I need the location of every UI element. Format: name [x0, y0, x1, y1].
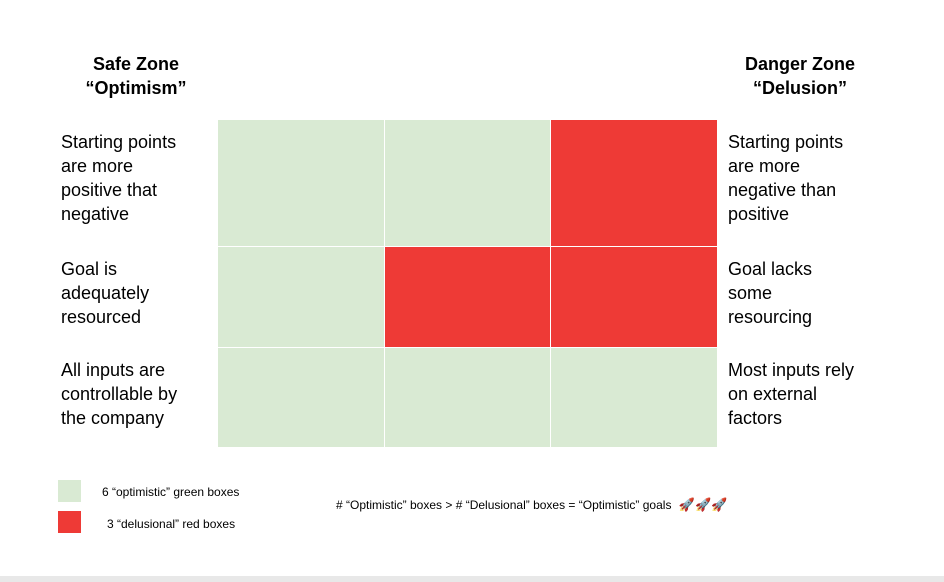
grid-cell-green: [218, 120, 384, 246]
danger-zone-subtitle: “Delusion”: [752, 78, 847, 98]
legend-red-label: 3 “delusional” red boxes: [107, 517, 236, 531]
grid-cell-red: [550, 246, 717, 347]
row-1-safe-label: Starting points are more positive that n…: [61, 132, 177, 224]
bottom-divider: [0, 576, 944, 582]
row-3-safe-label: All inputs are controllable by the compa…: [61, 360, 178, 428]
safe-zone-subtitle: “Optimism”: [85, 78, 187, 98]
assessment-grid: [218, 120, 717, 447]
row-1-danger-label: Starting points are more negative than p…: [728, 132, 844, 224]
legend-green-label: 6 “optimistic” green boxes: [102, 485, 240, 499]
grid-cell-red: [550, 120, 717, 246]
danger-zone-header: Danger Zone “Delusion”: [733, 52, 867, 100]
legend-red-swatch: [58, 511, 81, 533]
danger-zone-title: Danger Zone: [744, 54, 855, 74]
row-3-danger-label: Most inputs rely on external factors: [728, 360, 855, 428]
safe-zone-title: Safe Zone: [92, 54, 180, 74]
safe-zone-header: Safe Zone “Optimism”: [74, 52, 198, 100]
grid-cell-green: [384, 120, 550, 246]
grid-cell-green: [218, 246, 384, 347]
grid-cell-green: [550, 347, 717, 447]
row-2-danger-label: Goal lacks some resourcing: [728, 259, 813, 327]
grid-cell-red: [384, 246, 550, 347]
grid-cell-green: [384, 347, 550, 447]
summary-statement: # “Optimistic” boxes > # “Delusional” bo…: [336, 497, 727, 514]
row-2-safe-label: Goal is adequately resourced: [61, 259, 150, 327]
rocket-icons: 🚀🚀🚀: [678, 498, 728, 513]
summary-text: # “Optimistic” boxes > # “Delusional” bo…: [336, 498, 672, 512]
grid-cell-green: [218, 347, 384, 447]
legend-green-swatch: [58, 480, 81, 502]
